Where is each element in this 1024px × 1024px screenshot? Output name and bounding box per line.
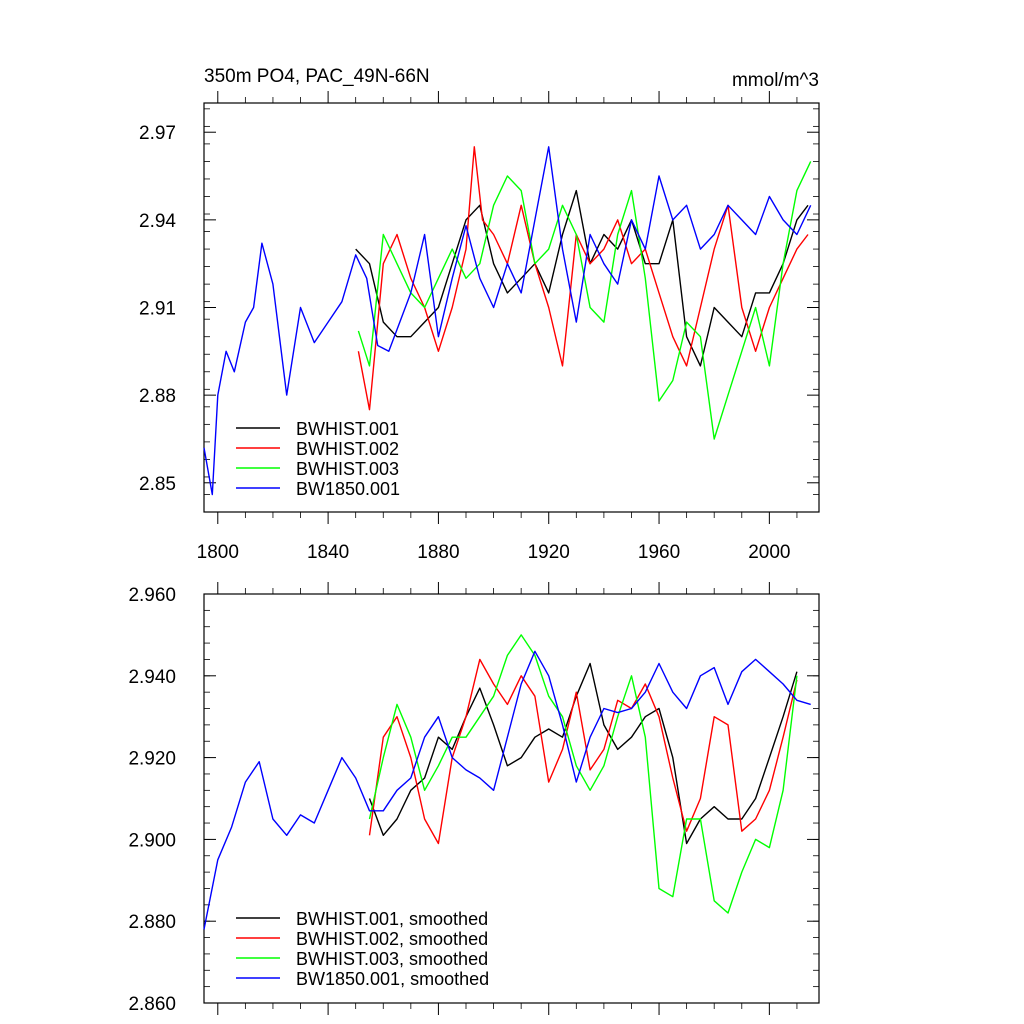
y-tick-label: 2.97: [139, 123, 176, 144]
x-tick-label: 2000: [748, 542, 790, 563]
chart-title: 350m PO4, PAC_49N-66N: [204, 66, 430, 87]
top-plot: 2.85 2.88 2.91 2.94 2.97 1800 1840 1880 1920 1960…: [139, 91, 820, 563]
y-tick-label: 2.85: [139, 474, 176, 495]
series-line: [368, 662, 798, 845]
series-line: [355, 189, 809, 367]
y-tick-label: 2.960: [128, 585, 176, 606]
legend-label: BWHIST.003, smoothed: [296, 949, 488, 969]
plot-frame: [203, 593, 820, 1004]
y-tick-label: 2.880: [128, 912, 176, 933]
legend-label: BW1850.001: [296, 479, 400, 499]
y-tick-label: 2.940: [128, 667, 176, 688]
legend-label: BWHIST.003: [296, 459, 399, 479]
legend-label: BWHIST.001, smoothed: [296, 909, 488, 929]
series-line: [368, 634, 798, 914]
y-tick-label: 2.860: [128, 994, 176, 1015]
series-line: [203, 650, 811, 930]
y-tick-label: 2.920: [128, 749, 176, 770]
x-tick-label: 1800: [197, 542, 239, 563]
x-tick-label: 1840: [307, 542, 349, 563]
legend-label: BWHIST.001: [296, 419, 399, 439]
x-tick-label: 1960: [638, 542, 680, 563]
x-tick-label: 1880: [417, 542, 459, 563]
units-label: mmol/m^3: [732, 70, 819, 91]
y-tick-label: 2.91: [139, 299, 176, 320]
bottom-plot: 2.860 2.880 2.900 2.920 2.940 2.960 BWHIST.001…: [128, 582, 820, 1015]
series-line: [203, 146, 812, 496]
legend-label: BWHIST.002: [296, 439, 399, 459]
y-tick-label: 2.94: [139, 211, 176, 232]
series-line: [357, 161, 812, 440]
legend-label: BWHIST.002, smoothed: [296, 929, 488, 949]
series-line: [368, 658, 798, 845]
legend-label: BW1850.001, smoothed: [296, 969, 489, 989]
y-tick-label: 2.88: [139, 386, 176, 407]
y-tick-label: 2.900: [128, 830, 176, 851]
x-tick-label: 1920: [528, 542, 570, 563]
